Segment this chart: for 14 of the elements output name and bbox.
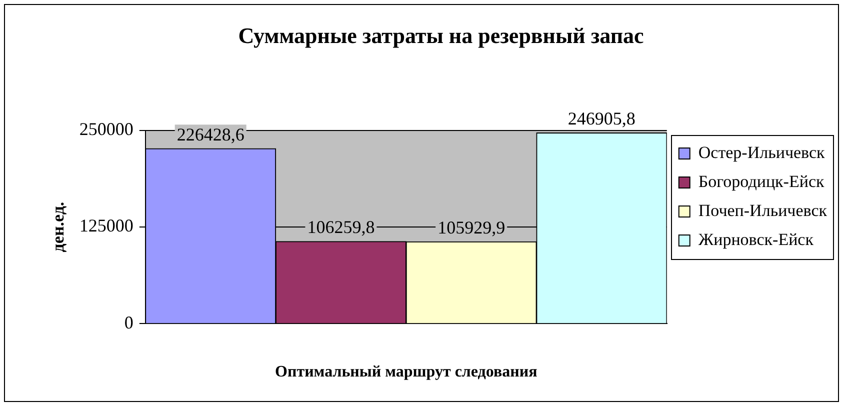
x-axis-title: Оптимальный маршрут следования bbox=[275, 364, 538, 381]
legend-label: Богородицк-Ейск bbox=[698, 172, 825, 191]
legend-label: Почеп-Ильичевск bbox=[698, 200, 828, 220]
data-label: 106259,8 bbox=[307, 217, 375, 238]
data-label: 226428,6 bbox=[176, 124, 244, 144]
y-tick-label: 0 bbox=[124, 312, 134, 332]
y-axis-title: ден.ед. bbox=[48, 202, 68, 252]
legend-label: Остер-Ильичевск bbox=[698, 142, 826, 162]
data-label: 246905,8 bbox=[568, 108, 636, 129]
data-label: 105929,9 bbox=[438, 217, 506, 238]
legend-label: Жирновск-Ейск bbox=[698, 230, 814, 249]
y-tick-label: 125000 bbox=[79, 216, 134, 236]
y-tick-label: 250000 bbox=[79, 119, 134, 140]
chart-title: Суммарные затраты на резервный запас bbox=[238, 22, 644, 48]
